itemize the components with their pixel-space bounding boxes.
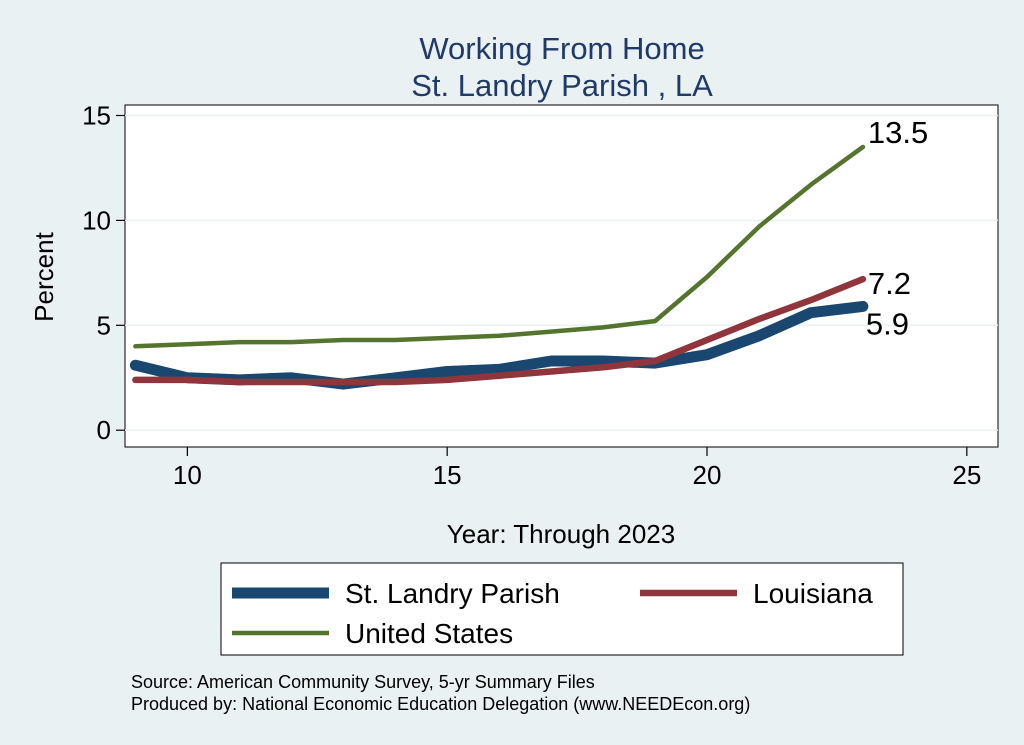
y-tick-label-5: 5 [97, 310, 111, 340]
end-labels: 5.9 7.2 13.5 [866, 115, 928, 341]
end-label-louisiana: 7.2 [868, 266, 911, 301]
legend-label-louisiana: Louisiana [753, 578, 873, 609]
x-tick-label-25: 25 [952, 460, 981, 490]
end-label-united-states: 13.5 [868, 115, 928, 150]
y-tick-label-15: 15 [82, 100, 111, 130]
series-line-united-states [133, 144, 866, 349]
source-note: Source: American Community Survey, 5-yr … [131, 672, 595, 692]
gridlines [125, 114, 998, 431]
y-tick-label-10: 10 [82, 205, 111, 235]
y-axis-label: Percent [29, 231, 59, 321]
end-label-st-landry-parish: 5.9 [866, 306, 909, 341]
legend-label-st-landry-parish: St. Landry Parish [345, 578, 560, 609]
x-tick-label-15: 15 [433, 460, 462, 490]
chart-subtitle: St. Landry Parish , LA [411, 68, 713, 103]
chart-title: Working From Home [419, 31, 704, 66]
x-tick-label-10: 10 [173, 460, 202, 490]
legend [220, 562, 904, 656]
legend-label-united-states: United States [345, 618, 513, 649]
legend-items: St. Landry Parish Louisiana United States [232, 578, 873, 649]
producer-note: Produced by: National Economic Education… [131, 694, 750, 714]
x-axis-label: Year: Through 2023 [447, 519, 675, 549]
series-line-louisiana [132, 275, 867, 386]
y-tick-label-0: 0 [97, 415, 111, 445]
plot-area [124, 104, 999, 448]
x-tick-label-20: 20 [693, 460, 722, 490]
series-layer [129, 144, 869, 390]
axes: 0 5 10 15 10 15 20 25 [82, 100, 981, 490]
